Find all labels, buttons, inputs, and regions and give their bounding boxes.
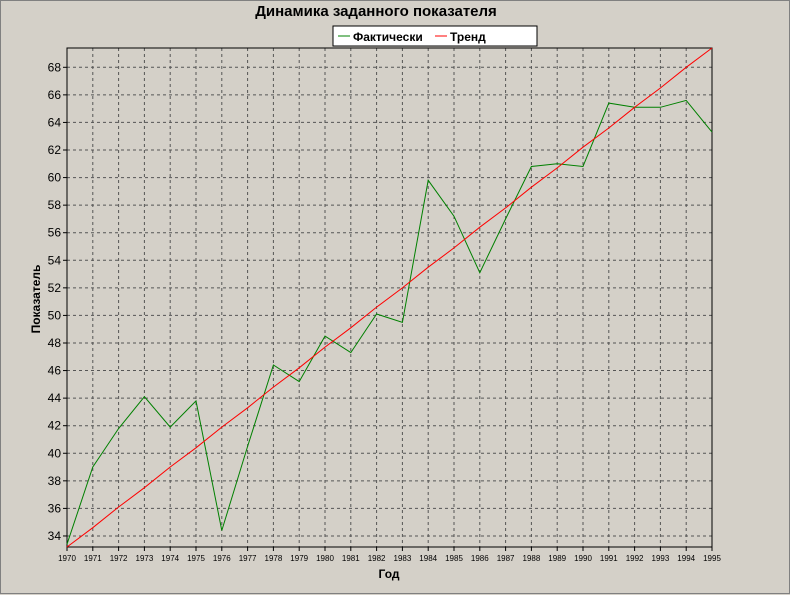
y-tick-label: 34: [48, 529, 62, 543]
x-tick-label: 1987: [497, 554, 515, 563]
x-tick-label: 1971: [84, 554, 102, 563]
x-tick-label: 1979: [290, 554, 308, 563]
y-tick-label: 68: [48, 60, 62, 74]
y-tick-label: 64: [48, 115, 62, 129]
x-tick-label: 1974: [161, 554, 179, 563]
x-axis-title: Год: [379, 567, 400, 581]
x-tick-label: 1986: [471, 554, 489, 563]
x-tick-label: 1992: [626, 554, 644, 563]
y-tick-label: 56: [48, 226, 62, 240]
x-tick-label: 1990: [574, 554, 592, 563]
y-tick-label: 62: [48, 143, 62, 157]
x-tick-label: 1975: [187, 554, 205, 563]
series-group: [66, 47, 713, 548]
legend-label-actual: Фактически: [353, 30, 423, 44]
legend-label-trend: Тренд: [450, 30, 486, 44]
y-tick-label: 48: [48, 336, 62, 350]
x-tick-label: 1984: [419, 554, 437, 563]
y-tick-label: 44: [48, 391, 62, 405]
x-tick-label: 1970: [58, 554, 76, 563]
x-axis-ticks: 1970 1971 1972 1973 1974 1975 1976 1977 1978 1979…: [58, 547, 721, 563]
plot-border: [66, 47, 713, 548]
y-tick-label: 38: [48, 474, 62, 488]
y-tick-label: 66: [48, 88, 62, 102]
y-tick-label: 60: [48, 171, 62, 185]
x-tick-label: 1991: [600, 554, 618, 563]
y-axis-title: Показатель: [29, 265, 43, 334]
x-tick-label: 1983: [394, 554, 412, 563]
x-tick-label: 1981: [342, 554, 360, 563]
x-tick-label: 1978: [265, 554, 283, 563]
series-line-actual: [66, 99, 713, 545]
x-tick-label: 1995: [703, 554, 721, 563]
x-tick-label: 1993: [652, 554, 670, 563]
y-tick-label: 36: [48, 501, 62, 515]
y-tick-label: 50: [48, 308, 62, 322]
chart-title: Динамика заданного показателя: [255, 3, 497, 20]
y-tick-label: 42: [48, 419, 62, 433]
x-tick-label: 1980: [316, 554, 334, 563]
grid: [67, 48, 712, 547]
x-tick-label: 1976: [213, 554, 231, 563]
x-tick-label: 1977: [239, 554, 257, 563]
x-tick-label: 1973: [136, 554, 154, 563]
legend: Фактически Тренд: [332, 25, 538, 47]
x-tick-label: 1972: [110, 554, 128, 563]
y-axis-ticks: 34 36 38 40 42 44 46 48 50 52 54 56 58 60 62 64 66 68: [48, 60, 67, 543]
y-tick-label: 58: [48, 198, 62, 212]
x-tick-label: 1985: [445, 554, 463, 563]
y-tick-label: 40: [48, 446, 62, 460]
x-tick-label: 1994: [677, 554, 695, 563]
x-tick-label: 1989: [548, 554, 566, 563]
y-tick-label: 52: [48, 281, 62, 295]
x-tick-label: 1988: [523, 554, 541, 563]
y-tick-label: 54: [48, 253, 62, 267]
series-line-trend: [66, 47, 713, 548]
y-tick-label: 46: [48, 364, 62, 378]
x-tick-label: 1982: [368, 554, 386, 563]
